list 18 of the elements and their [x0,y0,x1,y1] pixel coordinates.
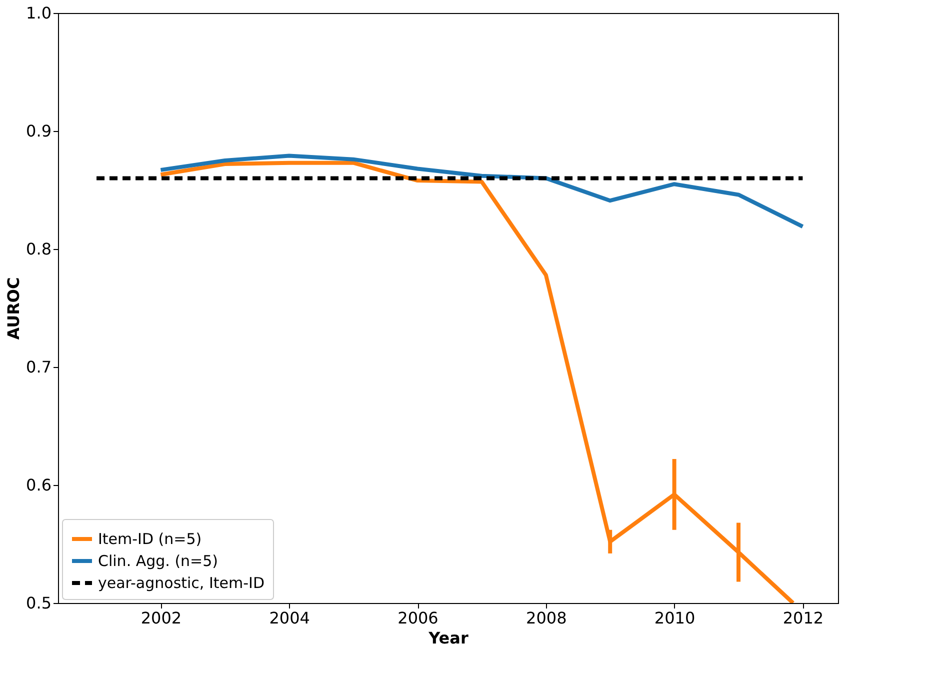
x-tick-label: 2012 [782,608,824,628]
y-tick-label: 1.0 [26,4,52,22]
y-tick-label: 0.6 [26,476,52,494]
legend-label: Item-ID (n=5) [98,530,202,548]
line-series [158,154,805,229]
x-axis-title: Year [428,628,468,648]
y-tick-label: 0.5 [26,594,52,612]
x-tick-label: 2004 [269,608,310,628]
y-tick-label: 0.9 [26,122,52,140]
y-tick-label: 0.8 [26,240,52,258]
legend-label: Clin. Agg. (n=5) [98,552,218,570]
x-tick-label: 2002 [140,608,182,628]
y-axis-title: AUROC [4,277,24,340]
y-tick-label: 0.7 [26,358,52,376]
x-tick-label: 2008 [526,608,567,628]
legend-label: year-agnostic, Item-ID [98,574,264,592]
x-tick-label: 2010 [654,608,696,628]
x-tick-label: 2006 [398,608,438,628]
